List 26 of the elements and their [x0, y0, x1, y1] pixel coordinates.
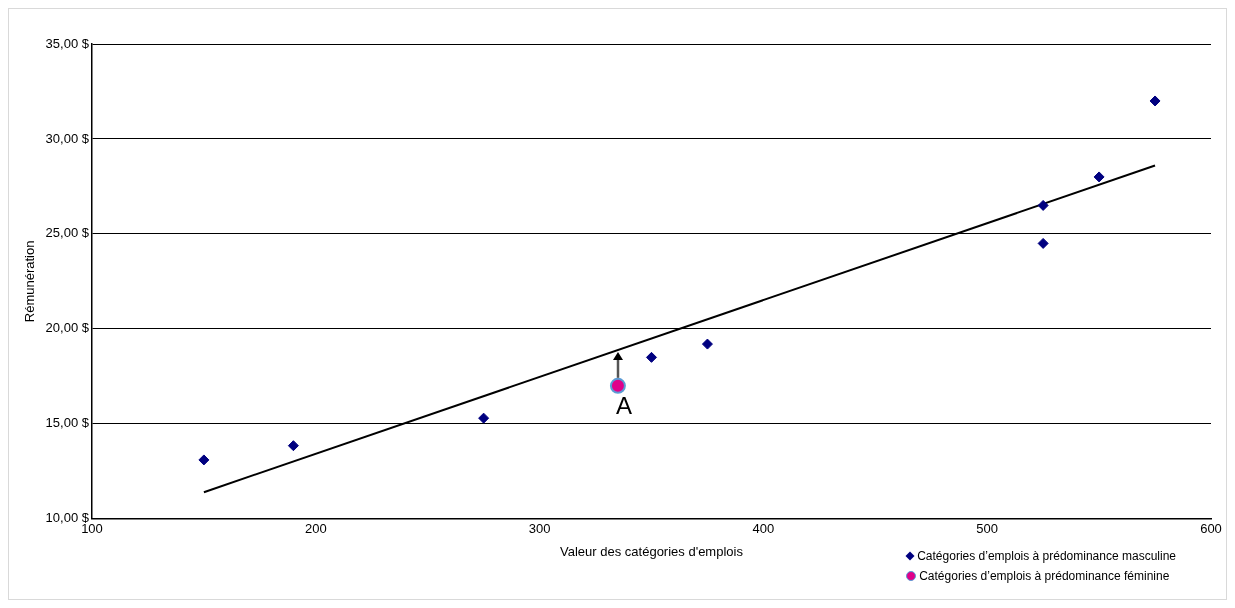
point [701, 338, 713, 350]
annotation: A [615, 392, 632, 420]
point [478, 412, 490, 424]
y-tick-label: 15,00 $ [45, 415, 90, 431]
legend-label: Catégories d’emplois à prédominance féminine [919, 568, 1170, 585]
y-tick-label: 25,00 $ [45, 225, 90, 241]
y-tick-label: 35,00 $ [45, 35, 90, 51]
point [645, 351, 657, 363]
y-tick-label: 30,00 $ [45, 130, 90, 146]
x-tick-label: 300 [528, 521, 551, 537]
point [287, 440, 299, 452]
x-tick-label: 400 [752, 521, 775, 537]
x-tick-label: 600 [1200, 521, 1222, 537]
x-axis-title: Valeur des catégories d'emplois [560, 543, 744, 559]
point [1037, 199, 1049, 211]
point [1093, 171, 1105, 183]
y-tick-label: 10,00 $ [45, 510, 90, 526]
point [198, 454, 210, 466]
point [609, 377, 626, 394]
x-tick-label: 200 [304, 521, 327, 537]
y-axis-title: Rémunération [22, 240, 38, 323]
legend-label: Catégories d’emplois à prédominance masculine [917, 548, 1176, 565]
point [1037, 237, 1049, 249]
y-tick-label: 20,00 $ [45, 320, 90, 336]
x-tick-label: 500 [976, 521, 999, 537]
point [1149, 95, 1161, 107]
